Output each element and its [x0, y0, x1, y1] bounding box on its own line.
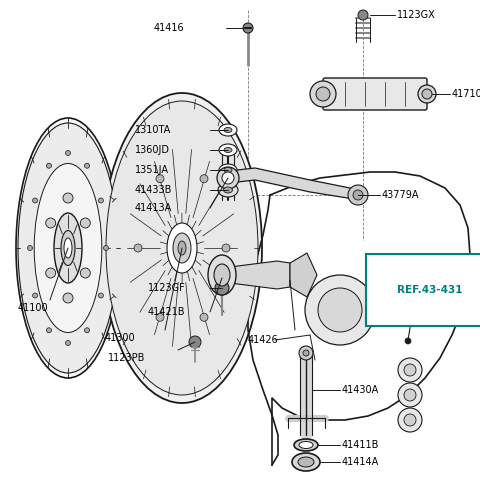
- Text: 41430A: 41430A: [342, 385, 379, 395]
- Circle shape: [63, 293, 73, 303]
- Circle shape: [80, 268, 90, 278]
- Ellipse shape: [102, 93, 262, 403]
- Circle shape: [98, 198, 103, 203]
- Ellipse shape: [224, 147, 232, 152]
- Text: 41413A: 41413A: [135, 203, 172, 213]
- Ellipse shape: [64, 238, 72, 258]
- Circle shape: [398, 408, 422, 432]
- Circle shape: [305, 275, 375, 345]
- Circle shape: [398, 358, 422, 382]
- Ellipse shape: [16, 118, 120, 378]
- Ellipse shape: [224, 187, 232, 193]
- Circle shape: [47, 163, 51, 168]
- Text: 41421B: 41421B: [148, 307, 185, 317]
- Ellipse shape: [294, 439, 318, 451]
- Ellipse shape: [299, 441, 313, 448]
- Text: 1310TA: 1310TA: [135, 125, 171, 135]
- Ellipse shape: [219, 124, 237, 136]
- Ellipse shape: [219, 164, 237, 176]
- Polygon shape: [220, 168, 360, 200]
- Text: 41426: 41426: [248, 335, 279, 345]
- Text: REF.43-431: REF.43-431: [397, 285, 463, 295]
- Ellipse shape: [218, 183, 238, 197]
- Circle shape: [398, 383, 422, 407]
- Circle shape: [303, 350, 309, 356]
- Circle shape: [27, 246, 33, 250]
- Circle shape: [215, 281, 229, 295]
- Circle shape: [84, 163, 89, 168]
- Text: 41414A: 41414A: [342, 457, 379, 467]
- Circle shape: [104, 246, 108, 250]
- Circle shape: [80, 218, 90, 228]
- Circle shape: [405, 338, 411, 344]
- Text: 43779A: 43779A: [382, 190, 420, 200]
- Text: 41416: 41416: [154, 23, 185, 33]
- Circle shape: [156, 313, 164, 321]
- Text: 41300: 41300: [105, 333, 136, 343]
- Circle shape: [404, 389, 416, 401]
- Text: 1123GF: 1123GF: [148, 283, 186, 293]
- Circle shape: [222, 244, 230, 252]
- Polygon shape: [230, 261, 290, 289]
- Ellipse shape: [222, 172, 234, 184]
- Circle shape: [404, 414, 416, 426]
- Circle shape: [200, 313, 208, 321]
- Circle shape: [318, 288, 362, 332]
- Ellipse shape: [214, 264, 230, 286]
- Ellipse shape: [34, 164, 102, 332]
- Text: 1351JA: 1351JA: [135, 165, 169, 175]
- Circle shape: [418, 85, 436, 103]
- FancyBboxPatch shape: [323, 78, 427, 110]
- Ellipse shape: [18, 123, 118, 373]
- Ellipse shape: [224, 168, 232, 173]
- Circle shape: [134, 244, 142, 252]
- Text: 1123PB: 1123PB: [108, 353, 145, 363]
- Ellipse shape: [61, 231, 75, 265]
- Circle shape: [63, 193, 73, 203]
- Ellipse shape: [173, 233, 191, 263]
- Circle shape: [65, 150, 71, 156]
- Ellipse shape: [219, 144, 237, 156]
- Circle shape: [404, 364, 416, 376]
- Circle shape: [316, 87, 330, 101]
- Ellipse shape: [224, 127, 232, 132]
- Ellipse shape: [106, 101, 258, 395]
- Circle shape: [422, 89, 432, 99]
- Circle shape: [200, 175, 208, 183]
- Text: 41433B: 41433B: [135, 185, 172, 195]
- Ellipse shape: [208, 255, 236, 295]
- Ellipse shape: [217, 167, 239, 189]
- Ellipse shape: [292, 453, 320, 471]
- Circle shape: [98, 293, 103, 298]
- Text: 1360JD: 1360JD: [135, 145, 170, 155]
- Ellipse shape: [298, 457, 314, 467]
- Circle shape: [65, 340, 71, 346]
- Circle shape: [189, 336, 201, 348]
- Ellipse shape: [178, 241, 186, 255]
- Text: 41411B: 41411B: [342, 440, 379, 450]
- Ellipse shape: [243, 23, 253, 33]
- Circle shape: [310, 81, 336, 107]
- Polygon shape: [290, 253, 317, 297]
- Circle shape: [348, 185, 368, 205]
- Text: 1123GX: 1123GX: [397, 10, 436, 20]
- Text: 41710B: 41710B: [452, 89, 480, 99]
- Ellipse shape: [54, 213, 82, 283]
- Ellipse shape: [167, 223, 197, 273]
- Circle shape: [46, 268, 56, 278]
- Text: 41100: 41100: [18, 303, 48, 313]
- Circle shape: [47, 328, 51, 333]
- Circle shape: [33, 198, 37, 203]
- Circle shape: [84, 328, 89, 333]
- Circle shape: [299, 346, 313, 360]
- Circle shape: [33, 293, 37, 298]
- Circle shape: [156, 175, 164, 183]
- Circle shape: [46, 218, 56, 228]
- Circle shape: [353, 190, 363, 200]
- Circle shape: [358, 10, 368, 20]
